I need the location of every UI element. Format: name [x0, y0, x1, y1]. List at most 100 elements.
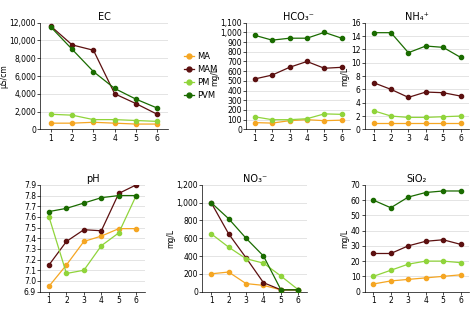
- MAM: [304, 60, 310, 64]
- MAM: [388, 87, 394, 91]
- MA: [440, 274, 446, 278]
- Line: PM: PM: [47, 193, 138, 275]
- MA: [155, 122, 160, 126]
- PVM: [371, 31, 376, 35]
- PM: [81, 268, 87, 272]
- Title: EC: EC: [98, 12, 110, 22]
- MAM: [371, 251, 376, 255]
- PM: [371, 109, 376, 113]
- MAM: [440, 91, 446, 95]
- Line: MA: MA: [253, 118, 344, 125]
- MA: [48, 121, 54, 125]
- MAM: [440, 238, 446, 242]
- MA: [269, 121, 275, 125]
- MAM: [458, 94, 464, 98]
- Y-axis label: μS/cm: μS/cm: [0, 64, 8, 88]
- PM: [371, 274, 376, 278]
- Line: PVM: PVM: [253, 30, 344, 42]
- PM: [405, 262, 411, 266]
- PVM: [116, 194, 122, 198]
- Title: HCO₃⁻: HCO₃⁻: [283, 12, 314, 22]
- Line: PVM: PVM: [372, 30, 463, 59]
- PVM: [252, 33, 257, 37]
- MA: [295, 288, 301, 292]
- PM: [440, 115, 446, 119]
- Line: MAM: MAM: [49, 24, 159, 116]
- MAM: [423, 239, 428, 243]
- MAM: [155, 112, 160, 116]
- PVM: [48, 25, 54, 29]
- Line: MA: MA: [47, 226, 138, 288]
- MAM: [278, 288, 284, 292]
- PM: [99, 244, 104, 248]
- MA: [423, 121, 428, 125]
- MAM: [116, 191, 122, 195]
- MAM: [209, 201, 214, 205]
- PVM: [81, 201, 87, 205]
- Y-axis label: mg/L: mg/L: [166, 229, 175, 248]
- MAM: [423, 90, 428, 94]
- PM: [423, 115, 428, 119]
- MAM: [261, 281, 266, 285]
- PM: [48, 112, 54, 116]
- MA: [423, 276, 428, 280]
- PM: [458, 261, 464, 265]
- PM: [261, 261, 266, 265]
- MA: [91, 120, 96, 124]
- PVM: [423, 191, 428, 194]
- PM: [91, 118, 96, 122]
- Legend: MA, MAM, PM, PVM: MA, MAM, PM, PVM: [184, 52, 218, 100]
- Line: MAM: MAM: [372, 81, 463, 99]
- MAM: [133, 183, 139, 187]
- PM: [252, 115, 257, 119]
- PM: [112, 118, 118, 122]
- PM: [116, 231, 122, 235]
- Line: PM: PM: [372, 109, 463, 120]
- Line: MAM: MAM: [209, 201, 301, 292]
- MA: [371, 121, 376, 125]
- Line: MA: MA: [49, 120, 159, 126]
- PVM: [321, 30, 327, 34]
- PVM: [226, 217, 231, 221]
- MAM: [287, 65, 292, 69]
- MA: [64, 263, 69, 267]
- MA: [388, 279, 393, 283]
- Y-axis label: mg/L: mg/L: [341, 66, 350, 86]
- Line: PM: PM: [253, 112, 344, 122]
- MAM: [81, 228, 87, 232]
- MA: [304, 118, 310, 122]
- PM: [406, 115, 411, 119]
- Line: MA: MA: [209, 270, 301, 292]
- Line: MA: MA: [372, 121, 463, 125]
- PVM: [423, 44, 428, 48]
- PVM: [339, 36, 345, 40]
- MA: [287, 119, 292, 122]
- MAM: [48, 24, 54, 28]
- MA: [99, 234, 104, 238]
- PM: [304, 117, 310, 121]
- MA: [371, 282, 376, 286]
- MAM: [388, 251, 393, 255]
- Line: MAM: MAM: [47, 183, 138, 267]
- MA: [252, 121, 257, 124]
- PVM: [99, 196, 104, 200]
- PM: [321, 112, 327, 116]
- PVM: [388, 31, 394, 35]
- PVM: [440, 45, 446, 49]
- MAM: [69, 43, 75, 47]
- PVM: [304, 36, 310, 40]
- MAM: [243, 256, 249, 260]
- MAM: [406, 96, 411, 99]
- MA: [81, 239, 87, 243]
- PVM: [64, 206, 69, 210]
- Title: NO₃⁻: NO₃⁻: [243, 174, 267, 184]
- MA: [405, 277, 411, 281]
- MAM: [99, 229, 104, 233]
- MAM: [226, 232, 231, 236]
- Line: PM: PM: [371, 259, 463, 278]
- PVM: [287, 36, 292, 40]
- MA: [226, 270, 231, 274]
- MA: [243, 282, 249, 285]
- MAM: [252, 77, 257, 81]
- PM: [440, 259, 446, 263]
